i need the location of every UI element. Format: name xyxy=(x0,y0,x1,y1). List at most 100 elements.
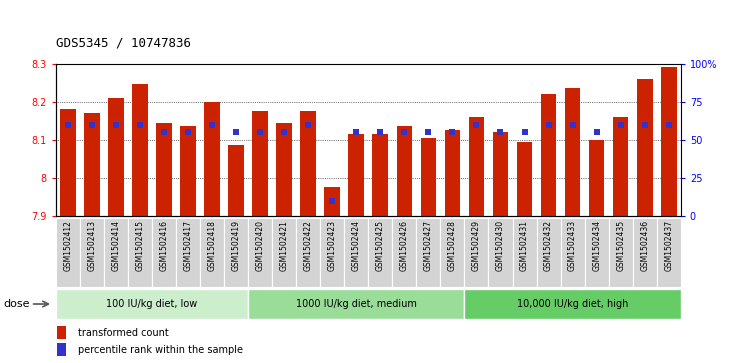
Bar xyxy=(128,218,152,287)
Text: GSM1502432: GSM1502432 xyxy=(544,220,553,271)
Bar xyxy=(80,218,104,287)
Text: GSM1502425: GSM1502425 xyxy=(376,220,385,271)
Point xyxy=(542,122,554,127)
Text: GSM1502436: GSM1502436 xyxy=(640,220,650,271)
Point xyxy=(615,122,626,127)
Text: GSM1502429: GSM1502429 xyxy=(472,220,481,271)
Point xyxy=(446,129,458,135)
Point xyxy=(254,129,266,135)
Text: GSM1502435: GSM1502435 xyxy=(616,220,625,271)
Text: GSM1502422: GSM1502422 xyxy=(304,220,312,271)
Point xyxy=(663,122,675,127)
Text: GSM1502419: GSM1502419 xyxy=(231,220,240,271)
Point xyxy=(398,129,410,135)
Point xyxy=(374,129,386,135)
Bar xyxy=(57,326,66,339)
Bar xyxy=(464,289,681,319)
Bar xyxy=(657,218,681,287)
Text: GSM1502418: GSM1502418 xyxy=(208,220,217,271)
Bar xyxy=(469,117,484,216)
Text: GSM1502412: GSM1502412 xyxy=(63,220,72,271)
Bar xyxy=(464,218,489,287)
Bar xyxy=(565,88,580,216)
Bar xyxy=(632,218,657,287)
Text: 10,000 IU/kg diet, high: 10,000 IU/kg diet, high xyxy=(517,299,628,309)
Bar xyxy=(397,126,412,216)
Text: GSM1502417: GSM1502417 xyxy=(184,220,193,271)
Point xyxy=(350,129,362,135)
Bar xyxy=(56,289,248,319)
Point xyxy=(134,122,146,127)
Point xyxy=(470,122,482,127)
Point xyxy=(206,122,218,127)
Point xyxy=(327,198,339,204)
Text: GSM1502420: GSM1502420 xyxy=(256,220,265,271)
Bar xyxy=(248,289,464,319)
Text: GSM1502414: GSM1502414 xyxy=(112,220,121,271)
Text: GSM1502427: GSM1502427 xyxy=(424,220,433,271)
Point xyxy=(423,129,434,135)
Bar xyxy=(392,218,417,287)
Bar xyxy=(513,218,536,287)
Text: GSM1502428: GSM1502428 xyxy=(448,220,457,271)
Bar xyxy=(176,218,200,287)
Point xyxy=(110,122,122,127)
Point xyxy=(86,122,97,127)
Text: transformed count: transformed count xyxy=(77,327,168,338)
Bar xyxy=(493,132,508,216)
Text: GSM1502424: GSM1502424 xyxy=(352,220,361,271)
Bar xyxy=(204,102,220,216)
Bar xyxy=(445,130,461,216)
Text: GSM1502434: GSM1502434 xyxy=(592,220,601,271)
Bar xyxy=(585,218,609,287)
Bar xyxy=(248,218,272,287)
Text: 1000 IU/kg diet, medium: 1000 IU/kg diet, medium xyxy=(296,299,417,309)
Bar xyxy=(224,218,248,287)
Text: GSM1502433: GSM1502433 xyxy=(568,220,577,271)
Bar xyxy=(60,109,76,216)
Bar xyxy=(661,68,676,216)
Bar xyxy=(228,146,244,216)
Bar xyxy=(420,138,436,216)
Bar xyxy=(296,218,320,287)
Bar xyxy=(276,123,292,216)
Text: GSM1502421: GSM1502421 xyxy=(280,220,289,271)
Text: GSM1502416: GSM1502416 xyxy=(159,220,168,271)
Point xyxy=(567,122,579,127)
Bar xyxy=(344,218,368,287)
Bar xyxy=(156,123,172,216)
Bar xyxy=(200,218,224,287)
Text: GDS5345 / 10747836: GDS5345 / 10747836 xyxy=(56,36,190,49)
Point xyxy=(519,129,530,135)
Text: GSM1502431: GSM1502431 xyxy=(520,220,529,271)
Point xyxy=(230,129,242,135)
Bar xyxy=(373,134,388,216)
Bar xyxy=(301,111,316,216)
Point xyxy=(182,129,194,135)
Text: GSM1502423: GSM1502423 xyxy=(327,220,337,271)
Bar xyxy=(132,85,148,216)
Bar xyxy=(517,142,533,216)
Bar xyxy=(637,79,652,216)
Point xyxy=(62,122,74,127)
Bar xyxy=(320,218,344,287)
Bar xyxy=(108,98,124,216)
Point xyxy=(639,122,651,127)
Text: GSM1502415: GSM1502415 xyxy=(135,220,144,271)
Bar xyxy=(536,218,560,287)
Bar xyxy=(56,218,80,287)
Bar xyxy=(417,218,440,287)
Point xyxy=(302,122,314,127)
Bar xyxy=(104,218,128,287)
Text: GSM1502430: GSM1502430 xyxy=(496,220,505,271)
Text: GSM1502426: GSM1502426 xyxy=(400,220,409,271)
Text: dose: dose xyxy=(4,299,31,309)
Bar xyxy=(368,218,392,287)
Bar xyxy=(440,218,464,287)
Bar xyxy=(152,218,176,287)
Bar xyxy=(589,140,604,216)
Bar xyxy=(272,218,296,287)
Bar xyxy=(613,117,629,216)
Bar xyxy=(541,94,557,216)
Bar xyxy=(324,187,340,216)
